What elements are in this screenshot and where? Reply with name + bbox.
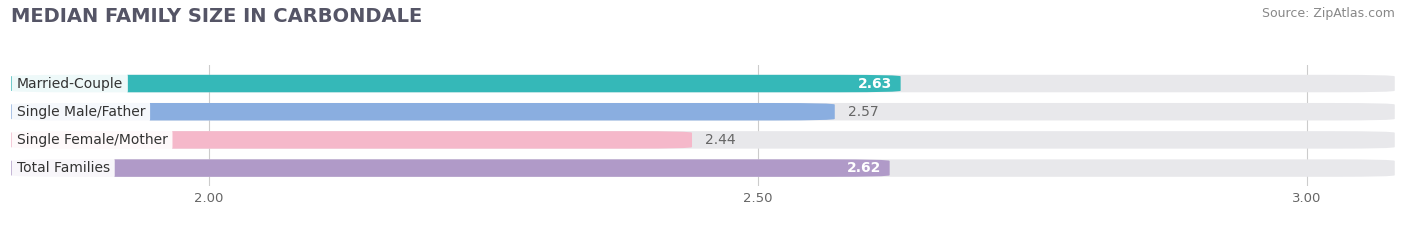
Text: Total Families: Total Families bbox=[17, 161, 110, 175]
Text: 2.62: 2.62 bbox=[846, 161, 882, 175]
FancyBboxPatch shape bbox=[11, 159, 1395, 177]
FancyBboxPatch shape bbox=[11, 75, 901, 92]
Text: Single Female/Mother: Single Female/Mother bbox=[17, 133, 167, 147]
Text: 2.63: 2.63 bbox=[858, 77, 891, 91]
FancyBboxPatch shape bbox=[11, 103, 1395, 120]
FancyBboxPatch shape bbox=[11, 159, 890, 177]
FancyBboxPatch shape bbox=[11, 75, 1395, 92]
Text: 2.44: 2.44 bbox=[706, 133, 735, 147]
Text: Single Male/Father: Single Male/Father bbox=[17, 105, 145, 119]
Text: Married-Couple: Married-Couple bbox=[17, 77, 122, 91]
FancyBboxPatch shape bbox=[11, 131, 692, 149]
Text: Source: ZipAtlas.com: Source: ZipAtlas.com bbox=[1261, 7, 1395, 20]
FancyBboxPatch shape bbox=[11, 103, 835, 120]
FancyBboxPatch shape bbox=[11, 131, 1395, 149]
Text: 2.57: 2.57 bbox=[848, 105, 879, 119]
Text: MEDIAN FAMILY SIZE IN CARBONDALE: MEDIAN FAMILY SIZE IN CARBONDALE bbox=[11, 7, 422, 26]
